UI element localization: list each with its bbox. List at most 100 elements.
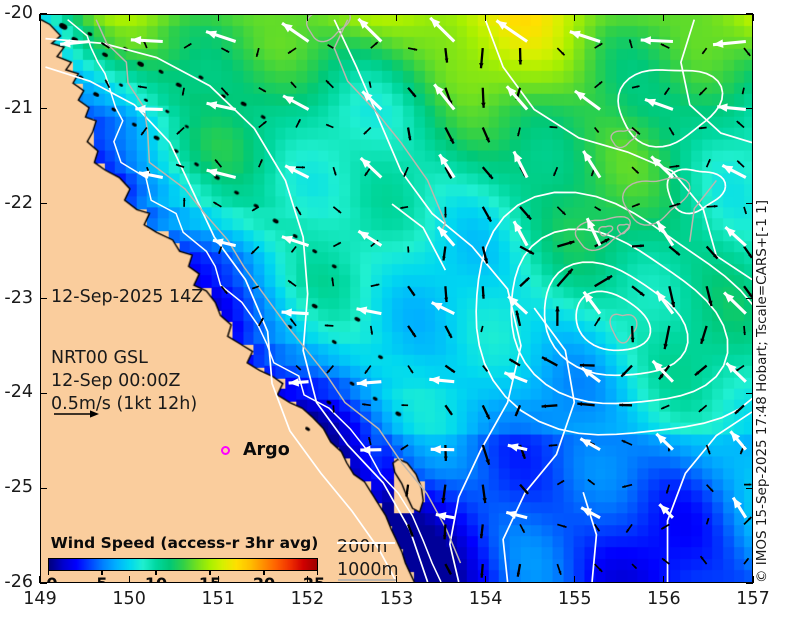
x-axis-tick-bottom: [574, 576, 576, 583]
y-axis-label: -23: [4, 287, 33, 308]
current-vector-head: [569, 240, 575, 245]
wind-vector-head: [730, 431, 741, 442]
current-vector-head: [480, 573, 484, 578]
x-axis-tick-bottom: [663, 576, 665, 583]
colorbar-ticks: [48, 570, 318, 575]
current-vector-head: [262, 89, 266, 92]
bathymetry-1000m-contour: [609, 313, 638, 344]
map-plot-area[interactable]: 12-Sep-2025 14Z NRT00 GSL 12-Sep 00:00Z …: [40, 14, 753, 583]
current-vector-head: [636, 85, 640, 88]
y-axis-label: -24: [4, 382, 33, 403]
current-vector-head: [259, 159, 263, 163]
current-vector-head: [413, 47, 418, 51]
wind-vector-head: [138, 170, 150, 179]
current-vector-head: [449, 138, 454, 144]
sea-level-contour: [666, 168, 727, 215]
arrow-right-icon: [54, 410, 99, 418]
bathymetry-legend-row: 1000m: [337, 559, 399, 582]
current-vector-head: [400, 206, 404, 209]
y-axis-label: -22: [4, 192, 33, 213]
colorbar-title: Wind Speed (access-r 3hr avg): [50, 534, 319, 552]
current-vector-head: [412, 332, 416, 337]
wind-vector-head: [206, 168, 218, 177]
sea-level-contour: [333, 19, 522, 582]
colorbar-tick-label: 20: [253, 574, 275, 582]
colorbar-tick-label: 15: [199, 574, 221, 582]
current-vector-head: [659, 374, 664, 380]
bathymetry-1000m-contour: [574, 215, 632, 252]
wind-vector-head: [130, 36, 142, 45]
current-vector-head: [444, 58, 449, 63]
y-axis-tick: [40, 297, 47, 300]
current-vector-head: [487, 216, 492, 222]
current-vector-head: [368, 81, 371, 85]
colorbar-tick: [155, 570, 157, 575]
wind-vector-head: [362, 91, 373, 102]
current-vector-head: [591, 172, 594, 177]
current-vector-head: [400, 447, 404, 450]
current-vector-head: [479, 534, 484, 539]
current-vector-head: [451, 369, 455, 373]
current-vector-head: [302, 166, 305, 169]
current-vector-head: [485, 414, 490, 420]
sea-level-contour: [666, 411, 752, 582]
y-axis-tick: [40, 203, 47, 205]
current-vector-head: [331, 277, 334, 281]
current-vector-head: [364, 370, 368, 374]
bathymetry-1000m-contour: [616, 223, 631, 235]
x-axis-tick: [574, 14, 576, 21]
current-vector-head: [596, 528, 600, 532]
wind-vector-head: [135, 104, 146, 114]
bathymetry-1000m-contour: [333, 19, 447, 233]
sea-level-contour: [45, 37, 429, 582]
wind-vector-head: [513, 221, 523, 233]
x-axis-label: 153: [379, 589, 414, 609]
wind-vector-head: [652, 360, 663, 372]
current-vector-head: [587, 479, 591, 483]
current-vector-head: [407, 250, 410, 253]
y-axis-tick-right: [746, 297, 753, 300]
current-vector-head: [176, 131, 181, 135]
current-vector-head: [579, 363, 585, 368]
wind-vector-head: [587, 218, 596, 230]
attribution-text: © IMOS 15-Sep-2025 17:48 Hobart; Tscale=…: [754, 200, 770, 583]
bathymetry-200m-label: 200m: [337, 537, 388, 557]
y-axis-tick: [40, 582, 47, 584]
current-vector-head: [291, 249, 294, 253]
current-vector-head: [326, 80, 330, 84]
x-axis-label: 157: [736, 589, 770, 609]
current-vector-head: [363, 131, 367, 135]
current-vector-head: [598, 81, 603, 85]
x-axis-tick-bottom: [217, 576, 219, 583]
wind-vector-head: [657, 221, 667, 233]
current-vector-head: [707, 159, 711, 163]
current-vector-head: [606, 275, 613, 281]
wind-vector-head: [733, 497, 743, 509]
current-vector-head: [447, 570, 451, 575]
x-axis-label: 155: [558, 589, 592, 609]
current-vector-head: [699, 126, 702, 130]
current-vector-head: [481, 102, 486, 108]
current-vector-head: [629, 39, 632, 43]
colorbar-tick-label: 5: [96, 574, 107, 582]
current-vector-head: [662, 558, 666, 562]
x-axis-tick: [39, 14, 41, 21]
wind-vector-head: [496, 20, 508, 30]
x-axis-tick-bottom: [306, 576, 308, 583]
wind-vector-head: [508, 296, 519, 307]
current-vector-head: [444, 214, 447, 218]
bathymetry-1000m-contour: [598, 225, 614, 237]
x-axis-label: 156: [647, 589, 681, 609]
x-axis-tick: [395, 14, 398, 21]
bathymetry-1000m-contour: [95, 19, 462, 564]
y-axis-tick-right: [746, 487, 753, 489]
current-vector-head: [619, 403, 624, 407]
current-vector-head: [176, 164, 180, 167]
wind-vector-head: [712, 39, 724, 48]
wind-vector-head: [717, 103, 728, 112]
current-vector-head: [287, 50, 292, 54]
current-vector-head: [484, 368, 488, 372]
bathymetry-legend-row: 200m: [337, 536, 399, 559]
current-vector-head: [636, 203, 640, 207]
current-vector-head: [256, 53, 259, 57]
